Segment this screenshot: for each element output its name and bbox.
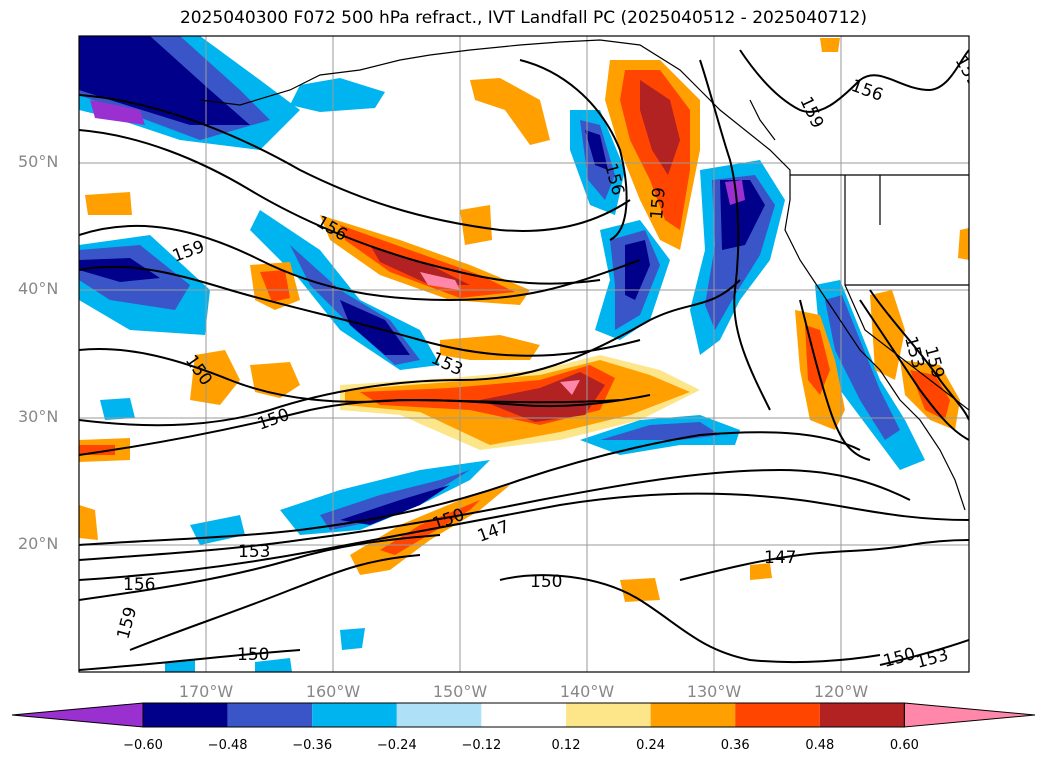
contour-label: 159: [170, 237, 207, 267]
contour-label: 150: [237, 645, 269, 665]
colorbar-tick-label: −0.60: [123, 738, 163, 753]
colorbar-swatch: [396, 703, 482, 727]
colorbar-tick-label: −0.12: [461, 738, 502, 753]
contour-label: 150: [530, 572, 562, 592]
coastlines: [199, 39, 969, 511]
colorbar-outline: [142, 702, 905, 728]
contour-label: 156: [848, 76, 885, 106]
colorbar-arrow-right: [903, 702, 1036, 728]
colorbar-swatch: [650, 703, 736, 727]
colorbar-swatch: [566, 703, 651, 727]
contour-label: 147: [764, 548, 796, 568]
lat-label: 40°N: [18, 279, 59, 298]
colorbar-swatch: [481, 703, 566, 727]
colorbar-tick-label: −0.24: [376, 738, 417, 753]
colorbar-swatch: [819, 703, 905, 727]
contour-label: 147: [475, 517, 512, 547]
colorbar-swatch: [735, 703, 820, 727]
colorbar-arrow-left: [11, 702, 144, 728]
colorbar-tick-label: 0.24: [636, 738, 666, 753]
lon-label: 170°W: [178, 682, 234, 701]
lon-label: 150°W: [432, 682, 488, 701]
contour-label: 153: [914, 645, 951, 673]
lon-label: 160°W: [305, 682, 361, 701]
colorbar-tick-label: 0.12: [551, 738, 581, 753]
lon-label: 120°W: [813, 682, 869, 701]
contour-label: 156: [123, 575, 155, 595]
map-title: 2025040300 F072 500 hPa refract., IVT La…: [179, 8, 867, 28]
contour-label: 150: [255, 405, 292, 435]
lat-label: 50°N: [18, 152, 59, 171]
lon-label: 130°W: [686, 682, 742, 701]
contour-label: 159: [114, 605, 142, 642]
colorbar: [11, 702, 1036, 728]
colorbar-swatch: [227, 703, 313, 727]
contour-label: 159: [647, 186, 670, 220]
colorbar-tick-label: 0.36: [720, 738, 750, 753]
lat-label: 30°N: [18, 407, 59, 426]
contour-label: 150: [430, 505, 467, 535]
lon-label: 140°W: [559, 682, 615, 701]
height-contours: [79, 49, 969, 671]
colorbar-tick-label: 0.60: [889, 738, 919, 753]
colorbar-tick-label: 0.48: [805, 738, 835, 753]
contour-label: 159: [795, 94, 827, 132]
lat-label: 20°N: [18, 534, 59, 553]
map-plot-area: 156 159 156 159 159 159 156 153 150 150 …: [79, 36, 969, 673]
colorbar-tick-label: −0.36: [292, 738, 333, 753]
contour-label: 150: [881, 644, 918, 672]
colorbar-tick-label: −0.48: [207, 738, 248, 753]
colorbar-swatch: [312, 703, 397, 727]
colorbar-swatch: [143, 703, 228, 727]
contour-label: 153: [238, 542, 270, 562]
map-frame: [78, 35, 970, 673]
